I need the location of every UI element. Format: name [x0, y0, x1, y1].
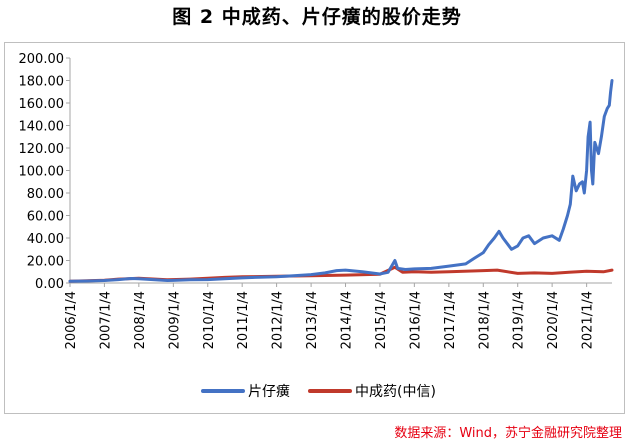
legend-pianzaihuang: 片仔癀	[201, 383, 290, 400]
x-tick-label: 2021/1/4	[581, 291, 596, 349]
y-tick-label: 60.00	[27, 210, 64, 225]
x-tick-label: 2010/1/4	[202, 291, 217, 349]
legend-zhongchengyao: 中成药(中信)	[308, 384, 436, 400]
x-tick-label: 2015/1/4	[374, 291, 389, 349]
x-tick-label: 2011/1/4	[236, 291, 251, 349]
legend-label: 中成药(中信)	[355, 384, 436, 400]
x-tick-label: 2009/1/4	[167, 291, 182, 349]
legend-label: 片仔癀	[248, 383, 290, 400]
x-tick-label: 2012/1/4	[271, 291, 286, 349]
y-tick-label: 100.00	[19, 165, 65, 180]
y-tick-label: 140.00	[19, 120, 65, 135]
x-tick-label: 2008/1/4	[133, 291, 148, 349]
chart-area: 0.00 20.00 40.00 60.00 80.00 100.00 120.00 140.…	[4, 42, 625, 414]
y-tick-label: 120.00	[19, 142, 65, 157]
x-tick-label: 2020/1/4	[546, 291, 561, 349]
x-tick-label: 2016/1/4	[408, 291, 423, 349]
y-tick-label: 0.00	[35, 277, 64, 292]
y-tick-label: 20.00	[27, 255, 64, 270]
x-tick-label: 2018/1/4	[477, 291, 492, 349]
y-tick-label: 200.00	[19, 52, 65, 67]
x-tick-label: 2006/1/4	[64, 291, 79, 349]
y-tick-label: 40.00	[27, 232, 64, 247]
x-tick-label: 2014/1/4	[340, 291, 355, 349]
y-tick-label: 180.00	[19, 75, 65, 90]
x-tick-label: 2007/1/4	[98, 291, 113, 349]
chart-title: 图 2 中成药、片仔癀的股价走势	[172, 6, 462, 28]
line-chart: 0.00 20.00 40.00 60.00 80.00 100.00 120.00 140.…	[19, 52, 614, 400]
x-tick-label: 2013/1/4	[305, 291, 320, 349]
x-tick-label: 2019/1/4	[512, 291, 527, 349]
series-line-pianzaihuang	[68, 79, 614, 283]
data-source-note: 数据来源：Wind，苏宁金融研究院整理	[394, 426, 622, 441]
y-tick-label: 160.00	[19, 97, 65, 112]
y-tick-label: 80.00	[27, 187, 64, 202]
x-tick-label: 2017/1/4	[443, 291, 458, 349]
